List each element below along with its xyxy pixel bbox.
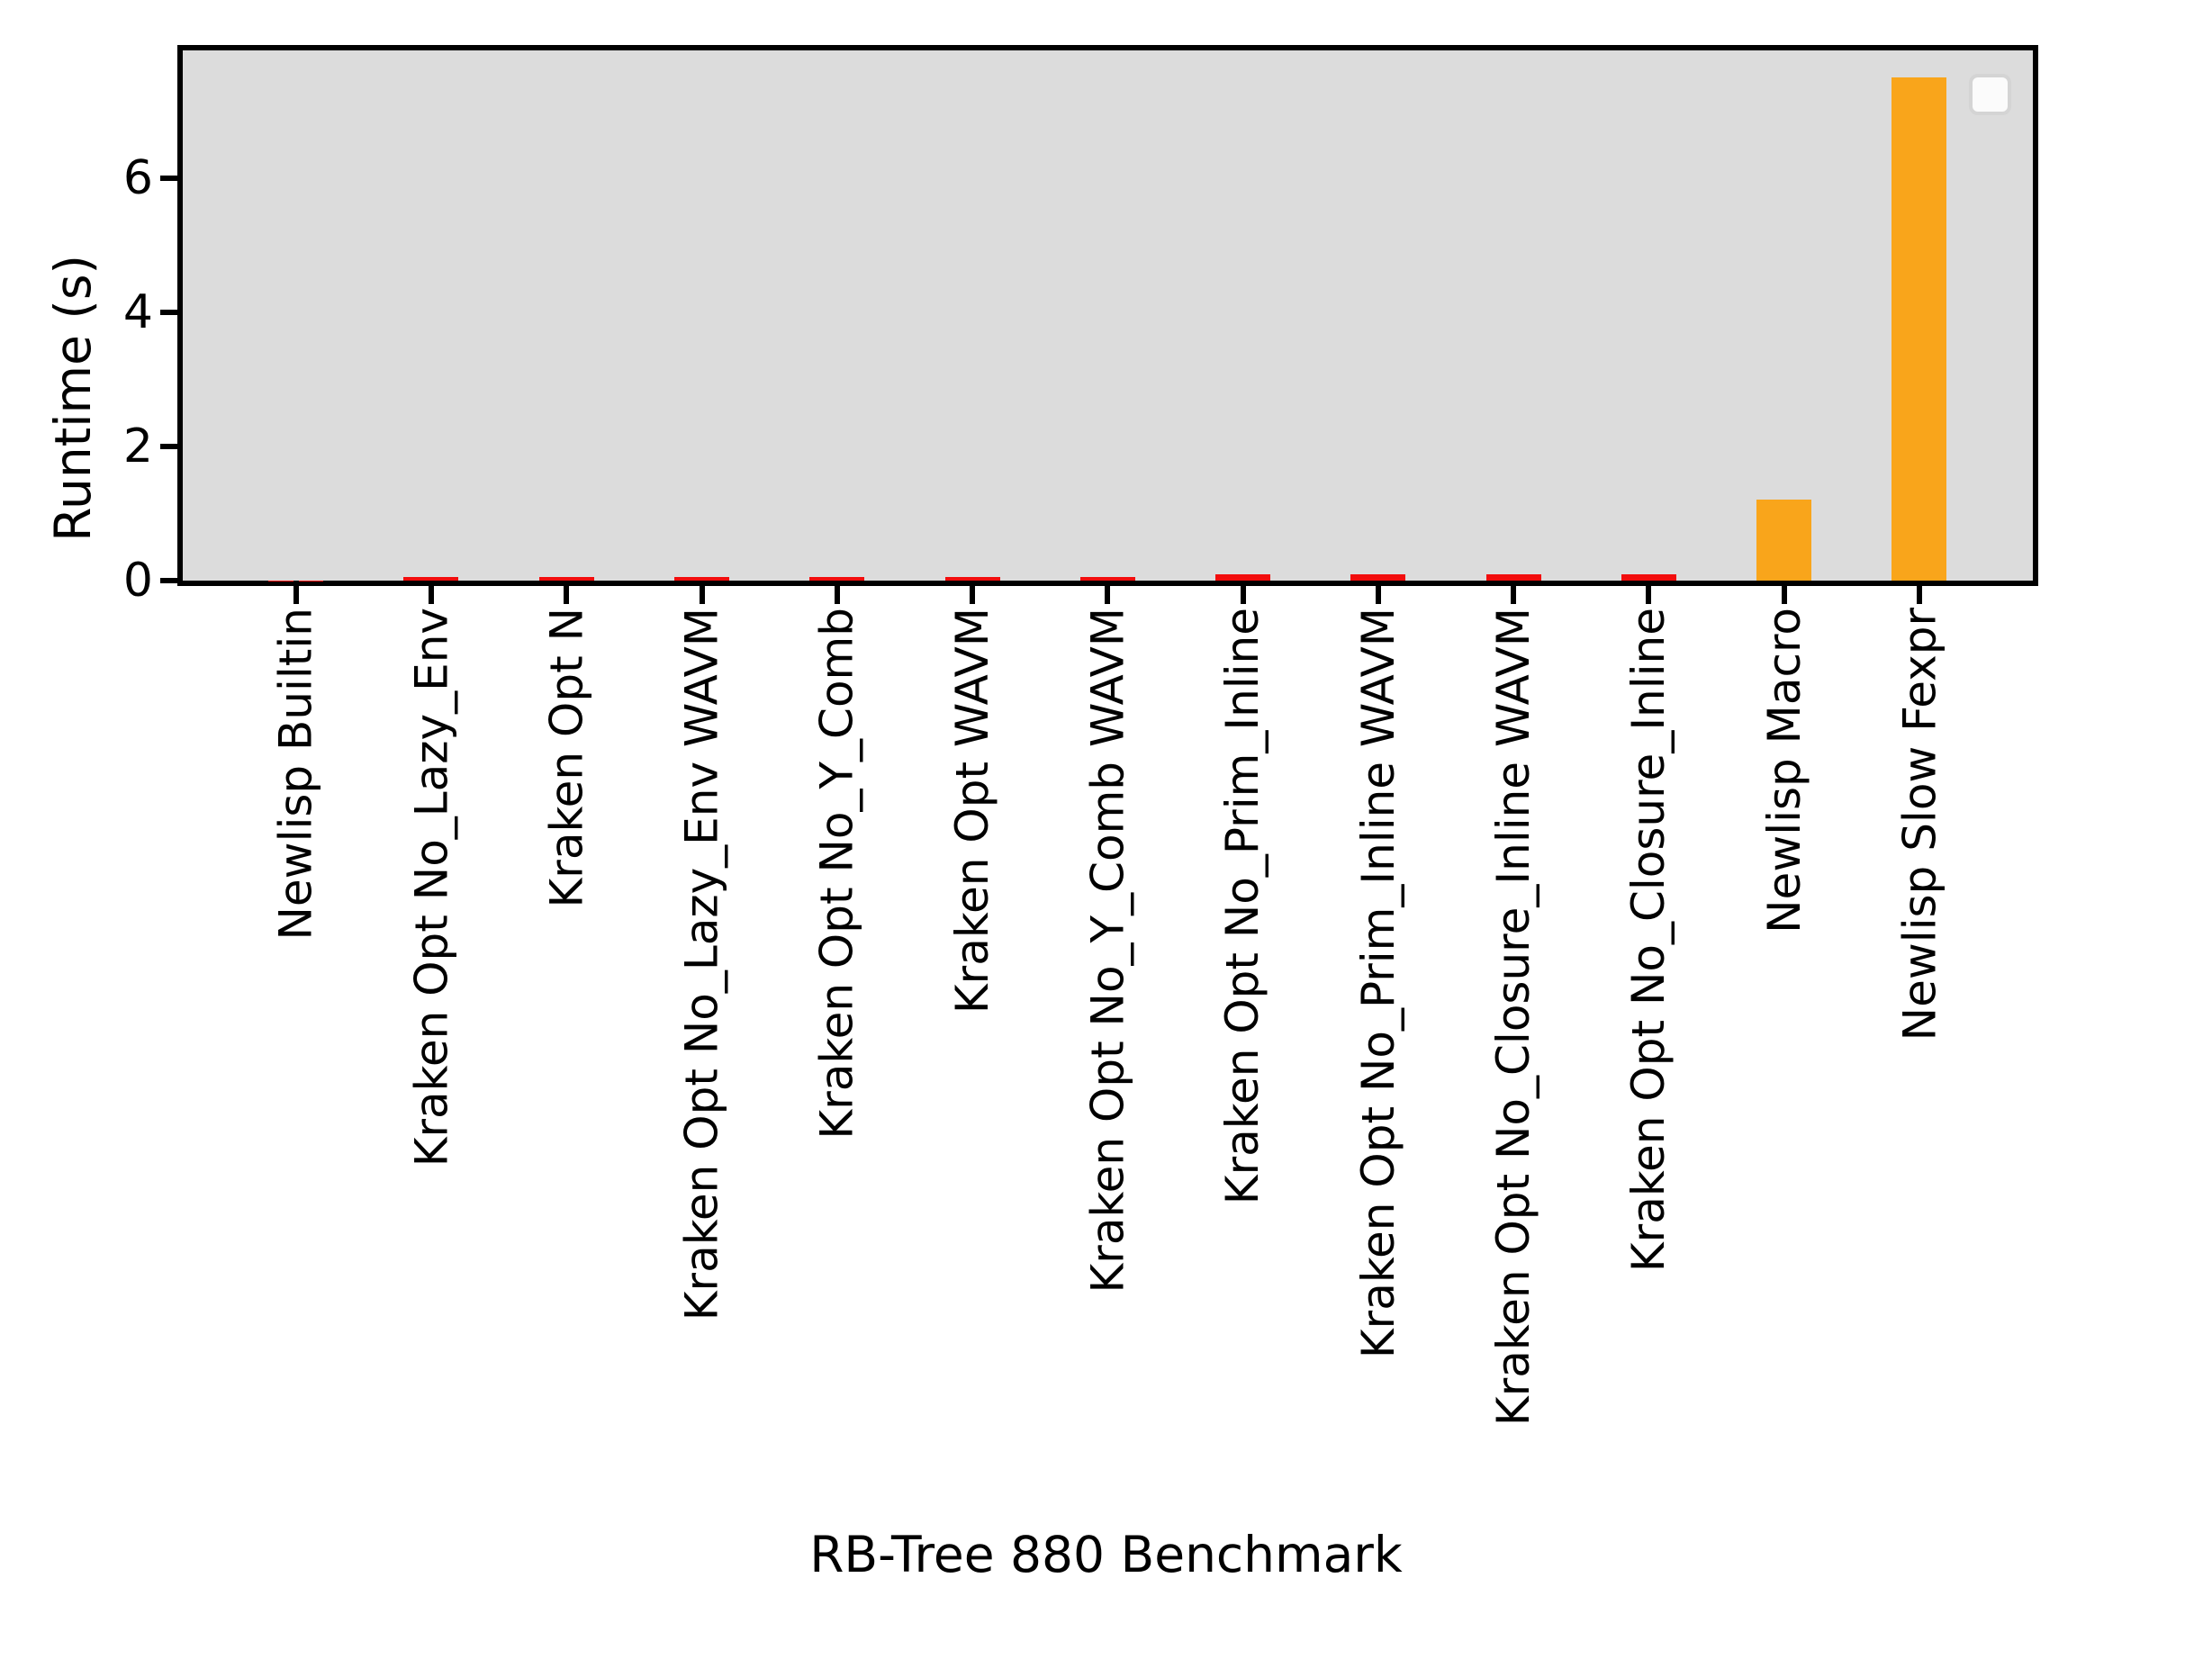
y-tick-mark (160, 309, 183, 315)
plot-area (177, 45, 2038, 586)
x-tick-label-text: Kraken Opt No_Y_Comb (810, 608, 863, 1140)
bar (1756, 499, 1812, 581)
bar (809, 576, 865, 581)
x-tick-label-text: Kraken Opt No_Closure_Inline (1622, 608, 1675, 1273)
x-tick-mark (1105, 581, 1111, 604)
x-tick-mark (834, 581, 840, 604)
x-tick-label-text: Newlisp Builtin (269, 608, 322, 941)
x-tick-mark (970, 581, 976, 604)
x-tick-mark (1375, 581, 1381, 604)
x-tick-label-text: Newlisp Slow Fexpr (1892, 608, 1946, 1041)
bar (538, 576, 594, 581)
x-tick-mark (1240, 581, 1246, 604)
bar (944, 576, 1000, 581)
x-tick-label-text: Kraken Opt No_Prim_Inline (1216, 608, 1269, 1205)
bar (1215, 574, 1271, 581)
bar (674, 576, 729, 581)
bar (403, 576, 459, 581)
x-axis-label: RB-Tree 880 Benchmark (809, 1526, 1403, 1583)
y-tick-mark (160, 443, 183, 449)
x-tick-mark (564, 581, 570, 604)
x-tick-mark (1916, 581, 1922, 604)
x-tick-label-text: Kraken Opt No_Lazy_Env (404, 608, 457, 1168)
legend-box (1969, 74, 2011, 115)
x-tick-label-text: Kraken Opt No_Closure_Inline WAVM (1487, 608, 1540, 1427)
y-tick-label: 4 (122, 284, 153, 339)
bar (1621, 573, 1676, 581)
y-tick-label: 2 (122, 419, 153, 473)
bar (1350, 573, 1406, 581)
x-tick-mark (699, 581, 705, 604)
x-tick-mark (1511, 581, 1517, 604)
x-tick-label-text: Kraken Opt N (540, 608, 593, 908)
x-tick-label-text: Kraken Opt WAVM (946, 608, 999, 1014)
y-tick-mark (160, 578, 183, 583)
bar (1485, 573, 1541, 581)
x-tick-label-text: Kraken Opt No_Y_Comb WAVM (1081, 608, 1134, 1294)
x-tick-mark (428, 581, 434, 604)
y-tick-label: 6 (122, 150, 153, 205)
x-tick-mark (1646, 581, 1652, 604)
bar (1891, 77, 1947, 581)
x-tick-label-text: Kraken Opt No_Lazy_Env WAVM (675, 608, 728, 1321)
x-tick-mark (293, 581, 299, 604)
y-tick-label: 0 (122, 554, 153, 608)
x-tick-mark (1781, 581, 1787, 604)
bar (1079, 576, 1135, 581)
x-tick-label-text: Kraken Opt No_Prim_Inline WAVM (1351, 608, 1404, 1359)
x-tick-label-text: Newlisp Macro (1757, 608, 1810, 933)
y-tick-mark (160, 175, 183, 181)
